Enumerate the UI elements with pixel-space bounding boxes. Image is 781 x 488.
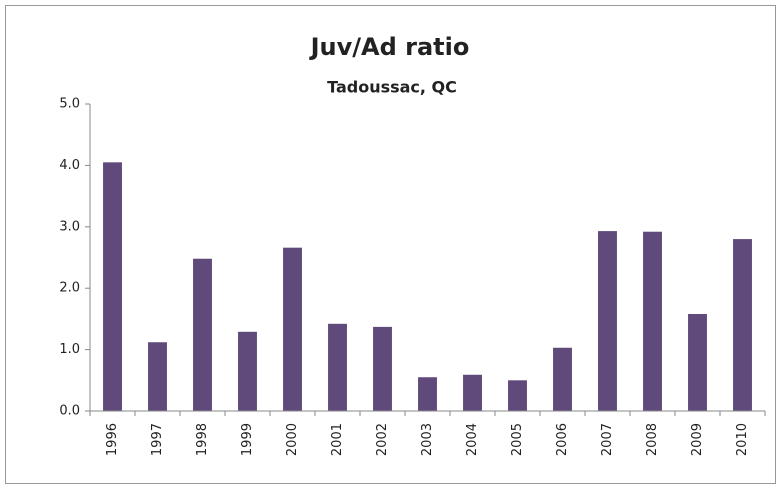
x-tick-label: 1999: [240, 423, 255, 456]
x-tick-label: 1998: [195, 423, 210, 456]
bar: [463, 374, 482, 411]
x-tick-label: 1997: [150, 423, 165, 456]
x-tick-label: 2007: [600, 423, 615, 456]
bar: [418, 377, 437, 411]
y-tick-label: 4.0: [59, 158, 80, 173]
y-tick-label: 5.0: [59, 97, 80, 112]
y-tick-label: 1.0: [59, 342, 80, 357]
bar: [733, 239, 752, 411]
bar: [373, 326, 392, 411]
x-tick-label: 2002: [375, 423, 390, 456]
x-tick-label: 2005: [510, 423, 525, 456]
x-tick-label: 2004: [465, 423, 480, 456]
bar: [238, 331, 257, 411]
bar: [328, 323, 347, 411]
x-tick-label: 2001: [330, 423, 345, 456]
y-tick-label: 0.0: [59, 404, 80, 419]
x-tick-label: 2003: [420, 423, 435, 456]
bar: [598, 231, 617, 411]
bar: [103, 162, 122, 411]
bar: [688, 313, 707, 411]
y-tick-label: 2.0: [59, 281, 80, 296]
bar: [553, 347, 572, 411]
x-tick-label: 2010: [735, 423, 750, 456]
y-tick-label: 3.0: [59, 219, 80, 234]
x-tick-label: 2006: [555, 423, 570, 456]
bar: [643, 231, 662, 411]
bar: [508, 380, 527, 411]
chart-title: Juv/Ad ratio: [309, 33, 470, 61]
x-tick-label: 2000: [285, 423, 300, 456]
bar: [193, 258, 212, 411]
x-tick-label: 2009: [690, 423, 705, 456]
x-tick-label: 2008: [645, 423, 660, 456]
bar: [148, 342, 167, 411]
chart-subtitle: Tadoussac, QC: [327, 78, 457, 97]
bar: [283, 247, 302, 411]
x-tick-label: 1996: [105, 423, 120, 456]
